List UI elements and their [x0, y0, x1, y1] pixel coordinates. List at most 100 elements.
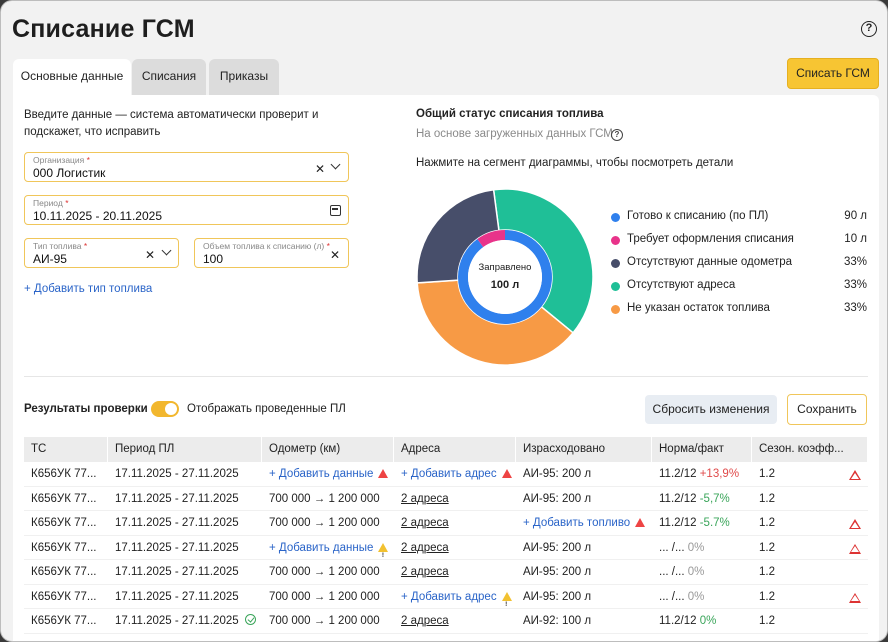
organization-select[interactable]: Организация * 000 Логистик ✕	[24, 152, 349, 182]
table-row[interactable]: К656УК 77... 17.11.2025 - 27.11.2025 700 0…	[24, 511, 868, 543]
save-button[interactable]: Сохранить	[787, 394, 867, 425]
vehicle-cell: К656УК 77...	[31, 517, 97, 529]
vehicle-cell: К656УК 77...	[31, 541, 97, 554]
addresses-cell[interactable]: + Добавить адрес	[401, 468, 497, 480]
donut-center	[468, 240, 542, 314]
column-header[interactable]: Период ПЛ	[108, 437, 262, 462]
warning-icon	[635, 518, 646, 543]
volume-label: Объем топлива к списанию (л)	[203, 241, 325, 251]
period-cell: 17.11.2025 - 27.11.2025	[115, 590, 239, 603]
period-cell: 17.11.2025 - 27.11.2025	[115, 517, 239, 529]
addresses-cell[interactable]: 2 адреса	[401, 615, 449, 627]
check-circle-icon	[244, 614, 256, 625]
fuel-type-select[interactable]: Тип топлива * АИ-95 ✕	[24, 238, 179, 268]
odometer-cell[interactable]: + Добавить данные	[269, 541, 374, 554]
show-posted-toggle[interactable]	[151, 401, 179, 417]
legend-item[interactable]: Отсутствуют данные одометра 33%	[611, 256, 867, 279]
chevron-down-icon[interactable]	[161, 245, 172, 256]
chevron-down-icon[interactable]	[330, 159, 341, 170]
column-header[interactable]: Адреса	[394, 437, 516, 462]
legend-label: Требует оформления списания	[627, 233, 794, 245]
status-donut-chart[interactable]: Заправлено 100 л	[415, 187, 595, 367]
tab-orders[interactable]: Приказы	[209, 59, 279, 95]
table-row[interactable]: К656УК 77... 17.11.2025 - 27.11.2025 + Доб…	[24, 462, 868, 494]
write-off-button[interactable]: Списать ГСМ	[787, 58, 879, 89]
table-row[interactable]: К656УК 77... 17.11.2025 - 27.11.2025 700 0…	[24, 609, 868, 634]
delta-value: +13,9%	[699, 468, 740, 480]
addresses-cell[interactable]: 2 адреса	[401, 566, 449, 578]
odometer-cell: 700 000 → 1 200 000	[269, 517, 380, 529]
addresses-cell[interactable]: 2 адреса	[401, 517, 449, 529]
column-header[interactable]: Израсходовано	[516, 437, 652, 462]
legend-dot-icon	[611, 305, 620, 314]
consumed-cell: АИ-95: 200 л	[523, 492, 592, 505]
addresses-cell[interactable]: 2 адреса	[401, 541, 449, 554]
reset-changes-button[interactable]: Сбросить изменения	[645, 395, 777, 424]
delta-value: -5.7%	[699, 517, 730, 529]
legend-item[interactable]: Готово к списанию (по ПЛ) 90 л	[611, 210, 867, 233]
legend-item[interactable]: Требует оформления списания 10 л	[611, 233, 867, 256]
add-fuel-type-link[interactable]: + Добавить тип топлива	[24, 283, 153, 295]
row-warning-icon[interactable]	[849, 470, 861, 480]
table-row[interactable]: К656УК 77... 17.11.2025 - 27.11.2025 + Доб…	[24, 536, 868, 568]
coef-cell: 1.2	[759, 590, 775, 603]
clear-icon[interactable]: ✕	[315, 162, 326, 176]
donut-center-value: 100 л	[491, 279, 519, 291]
required-mark: *	[83, 241, 88, 251]
form-intro: Введите данные — система автоматически п…	[24, 109, 319, 138]
row-warning-icon[interactable]	[849, 543, 861, 554]
delta-value: 0%	[687, 541, 705, 554]
period-cell: 17.11.2025 - 27.11.2025	[115, 468, 239, 480]
column-header[interactable]: Сезон. коэфф...	[752, 437, 868, 462]
table-row[interactable]: К656УК 77... 17.11.2025 - 27.11.2025 700 0…	[24, 560, 868, 585]
odometer-cell: 700 000 → 1 200 000	[269, 615, 380, 627]
clear-icon[interactable]: ✕	[330, 248, 341, 262]
table-row[interactable]: К656УК 77... 17.11.2025 - 27.11.2025 700 0…	[24, 585, 868, 617]
delta-value: 0%	[687, 566, 705, 578]
consumed-cell: АИ-92: 100 л	[523, 615, 592, 627]
clear-icon[interactable]: ✕	[145, 248, 156, 262]
table-row[interactable]: К656УК 77... 17.11.2025 - 27.11.2025 700 0…	[24, 487, 868, 511]
tab-write-offs[interactable]: Списания	[132, 59, 206, 95]
help-icon[interactable]: ?	[861, 21, 877, 37]
volume-field[interactable]: Объем топлива к списанию (л) * 100 ✕	[194, 238, 349, 268]
odometer-cell[interactable]: + Добавить данные	[269, 468, 374, 480]
calendar-icon[interactable]	[330, 205, 341, 216]
addresses-cell[interactable]: + Добавить адрес	[401, 590, 497, 603]
norm-cell: 11.2/12	[659, 492, 697, 505]
coef-cell: 1.2	[759, 566, 775, 578]
fuel-type-label: Тип топлива	[33, 241, 82, 251]
coef-cell: 1.2	[759, 517, 775, 529]
legend-value: 33%	[843, 256, 867, 268]
column-header[interactable]: ТС	[24, 437, 108, 462]
consumed-cell[interactable]: + Добавить топливо	[523, 517, 631, 529]
addresses-cell[interactable]: 2 адреса	[401, 492, 449, 505]
required-mark: *	[65, 198, 69, 208]
volume-value: 100	[203, 252, 224, 266]
row-warning-icon[interactable]	[849, 592, 861, 603]
column-header[interactable]: Одометр (км)	[262, 437, 394, 462]
column-header[interactable]: Норма/факт	[652, 437, 752, 462]
odometer-cell: 700 000 → 1 200 000	[269, 590, 380, 603]
row-warning-icon[interactable]	[849, 519, 861, 529]
results-table: ТС Период ПЛ Одометр (км) Адреса Израсходова…	[24, 437, 868, 634]
legend-dot-icon	[611, 259, 620, 268]
legend-item[interactable]: Отсутствуют адреса 33%	[611, 279, 867, 302]
coef-cell: 1.2	[759, 541, 775, 554]
period-field[interactable]: Период * 10.11.2025 - 20.11.2025	[24, 195, 349, 225]
legend-label: Не указан остаток топлива	[627, 302, 770, 314]
donut-inner-segment[interactable]	[477, 230, 505, 248]
help-icon[interactable]: ?	[611, 129, 623, 141]
legend-label: Отсутствуют данные одометра	[627, 256, 793, 268]
warning-icon	[378, 542, 389, 568]
consumed-cell: АИ-95: 200 л	[523, 590, 592, 603]
period-cell: 17.11.2025 - 27.11.2025	[115, 541, 239, 554]
period-cell: 17.11.2025 - 27.11.2025	[115, 566, 239, 578]
delta-value: 0%	[699, 615, 717, 627]
legend-value: 33%	[843, 279, 867, 291]
tab-main-data[interactable]: Основные данные	[13, 59, 131, 97]
legend-item[interactable]: Не указан остаток топлива 33%	[611, 302, 867, 325]
vehicle-cell: К656УК 77...	[31, 566, 97, 578]
legend-dot-icon	[611, 236, 620, 245]
